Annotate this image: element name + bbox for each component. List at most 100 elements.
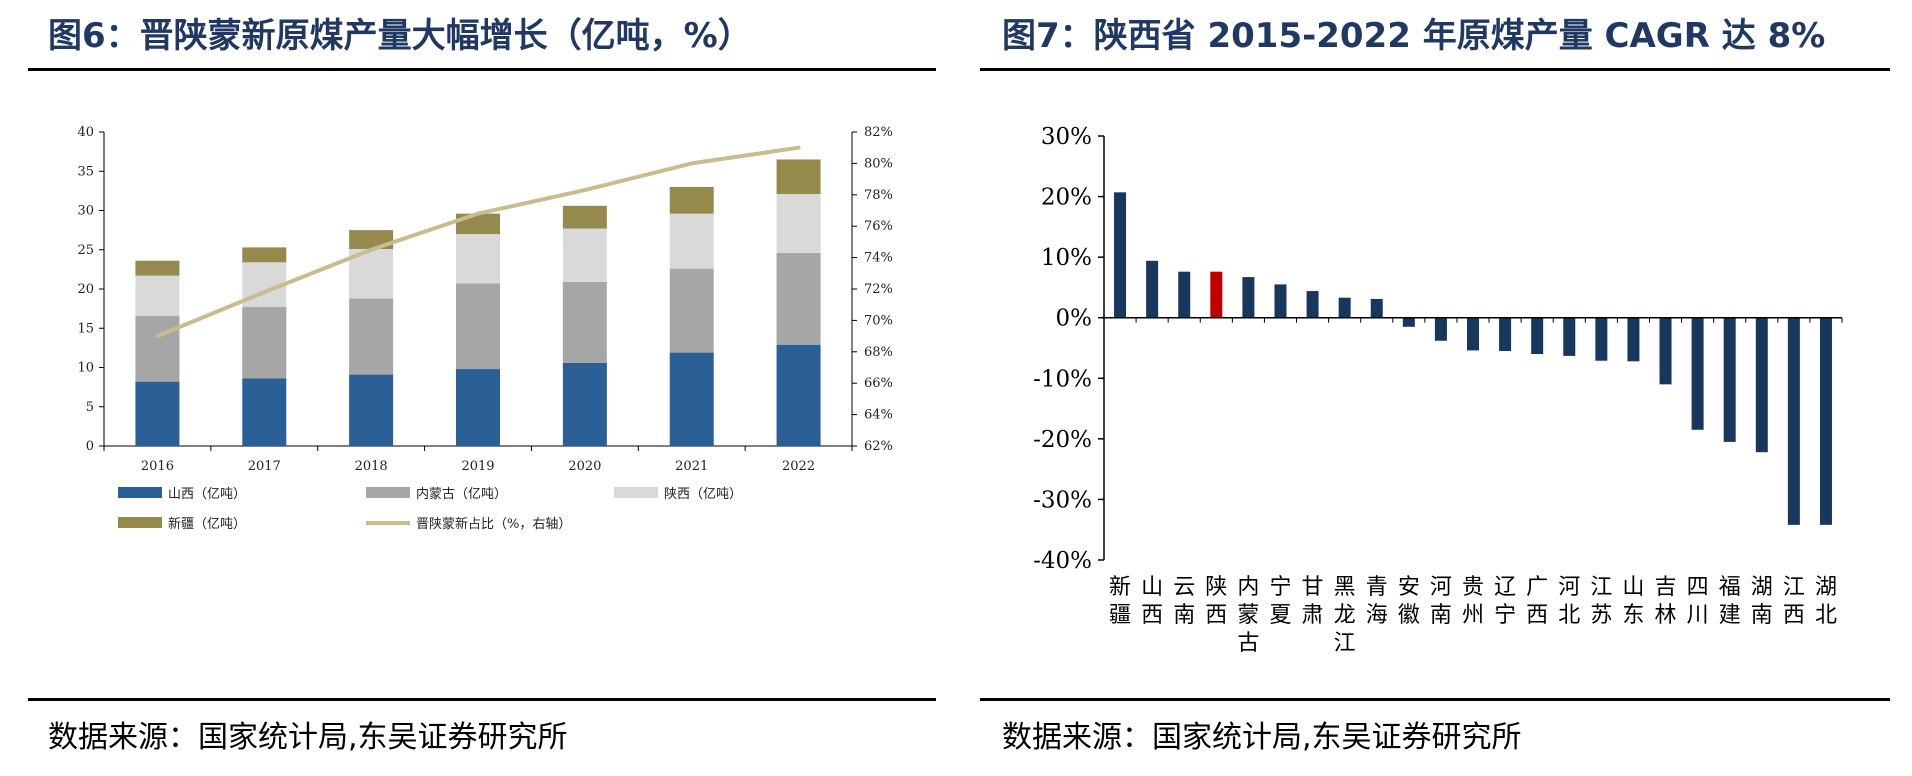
left-bar-shanxi bbox=[349, 374, 394, 446]
left-x-tick-label: 2017 bbox=[248, 459, 281, 474]
legend-xinjiang-label: 新疆（亿吨） bbox=[168, 516, 246, 532]
right-x-tick-label-char: 贵 bbox=[1462, 575, 1484, 600]
right-bar bbox=[1627, 317, 1640, 362]
left-y-tick-label: 5 bbox=[86, 400, 94, 415]
left-x-tick-label: 2022 bbox=[782, 459, 815, 474]
right-x-tick-label-char: 湖 bbox=[1751, 575, 1773, 600]
right-x-tick-label-char: 徽 bbox=[1398, 603, 1420, 628]
right-x-tick-label-char: 广 bbox=[1526, 575, 1548, 600]
left-y2-tick-label: 68% bbox=[864, 345, 893, 360]
right-x-tick-label-char: 山 bbox=[1622, 575, 1644, 600]
right-x-tick-label-char: 宁 bbox=[1269, 575, 1291, 600]
left-y2-tick-label: 66% bbox=[864, 376, 893, 391]
right-x-tick-label-char: 福 bbox=[1719, 575, 1741, 600]
right-x-tick-label-char: 西 bbox=[1141, 603, 1163, 628]
right-x-tick-label-char: 南 bbox=[1173, 603, 1195, 628]
right-x-tick-label-char: 甘 bbox=[1302, 575, 1324, 600]
left-y-tick-label: 30 bbox=[77, 204, 94, 219]
right-y-tick-label: 20% bbox=[1041, 185, 1092, 211]
right-x-tick-label-char: 南 bbox=[1430, 603, 1452, 628]
right-bar bbox=[1306, 291, 1319, 318]
left-y2-tick-label: 80% bbox=[864, 156, 893, 171]
left-y2-tick-label: 74% bbox=[864, 251, 893, 266]
left-bar-shanxi bbox=[776, 344, 821, 446]
right-y-tick-label: -20% bbox=[1033, 427, 1092, 453]
legend-neimenggu-swatch bbox=[366, 487, 410, 498]
right-x-tick-label-char: 河 bbox=[1558, 575, 1580, 600]
right-x-tick-label-char: 山 bbox=[1141, 575, 1163, 600]
left-y2-tick-label: 62% bbox=[864, 439, 893, 454]
left-bar-xinjiang bbox=[242, 247, 287, 263]
right-bar bbox=[1146, 260, 1159, 318]
legend-shaanxi-swatch bbox=[614, 487, 658, 498]
right-x-tick-label-char: 川 bbox=[1687, 603, 1709, 628]
left-bar-shanxi bbox=[669, 352, 714, 446]
right-bar bbox=[1755, 317, 1768, 453]
right-y-tick-label: 10% bbox=[1041, 245, 1092, 271]
left-bar-shanxi bbox=[135, 381, 180, 446]
right-bar bbox=[1402, 317, 1415, 327]
right-x-tick-label-char: 四 bbox=[1687, 575, 1709, 600]
left-bar-shanxi bbox=[242, 378, 287, 446]
right-bar bbox=[1531, 317, 1544, 355]
left-bar-neimenggu bbox=[349, 298, 394, 375]
right-x-tick-label-char: 古 bbox=[1237, 631, 1259, 656]
right-x-tick-label-char: 肃 bbox=[1302, 603, 1324, 628]
left-y2-tick-label: 64% bbox=[864, 408, 893, 423]
left-bar-neimenggu bbox=[669, 268, 714, 353]
left-y-tick-label: 15 bbox=[77, 321, 94, 336]
right-y-tick-label: -40% bbox=[1033, 548, 1092, 574]
left-y2-tick-label: 70% bbox=[864, 313, 893, 328]
left-bar-neimenggu bbox=[776, 252, 821, 345]
left-bar-shaanxi bbox=[135, 275, 180, 316]
right-x-tick-label-char: 夏 bbox=[1269, 603, 1291, 628]
left-bar-neimenggu bbox=[456, 283, 500, 370]
left-bar-shaanxi bbox=[456, 234, 500, 284]
right-bar bbox=[1499, 317, 1512, 352]
right-x-tick-label-char: 林 bbox=[1655, 603, 1677, 628]
right-x-tick-label-char: 河 bbox=[1430, 575, 1452, 600]
left-x-tick-label: 2018 bbox=[355, 459, 388, 474]
left-bar-xinjiang bbox=[456, 213, 500, 235]
right-bar bbox=[1178, 271, 1191, 318]
left-y-tick-label: 25 bbox=[77, 243, 94, 258]
left-y-tick-label: 10 bbox=[77, 361, 94, 376]
left-bar-neimenggu bbox=[135, 315, 180, 382]
left-bar-shaanxi bbox=[776, 194, 821, 253]
right-x-tick-label-char: 东 bbox=[1622, 603, 1644, 628]
right-title-rule bbox=[980, 68, 1890, 71]
left-x-tick-label: 2016 bbox=[141, 459, 174, 474]
left-title-rule bbox=[28, 68, 936, 71]
left-y-tick-label: 40 bbox=[77, 125, 94, 140]
right-x-tick-label-char: 西 bbox=[1783, 603, 1805, 628]
left-y-tick-label: 0 bbox=[86, 439, 94, 454]
left-figure-title: 图6：晋陕蒙新原煤产量大幅增长（亿吨，%） bbox=[48, 16, 752, 56]
left-x-tick-label: 2021 bbox=[675, 459, 708, 474]
right-bar bbox=[1467, 317, 1479, 351]
right-bar bbox=[1563, 317, 1576, 356]
left-bar-xinjiang bbox=[562, 205, 607, 229]
right-x-tick-label-char: 龙 bbox=[1334, 603, 1356, 628]
right-y-tick-label: 0% bbox=[1056, 306, 1093, 332]
right-x-tick-label-char: 宁 bbox=[1494, 603, 1516, 628]
right-x-tick-label-char: 西 bbox=[1526, 603, 1548, 628]
right-x-tick-label-char: 湖 bbox=[1815, 575, 1837, 600]
left-bar-shanxi bbox=[456, 369, 500, 446]
right-bar-chart: -40%-30%-20%-10%0%10%20%30%新疆山西云南陕西内蒙古宁夏… bbox=[1033, 124, 1843, 656]
legend-xinjiang-swatch bbox=[118, 517, 162, 528]
left-stacked-bar-chart: 0 5 10 15 20 25 30 35 40 62% 64% 66% 68% 70% 72% 74% 76%… bbox=[77, 125, 893, 532]
legend-shanxi-label: 山西（亿吨） bbox=[168, 487, 246, 502]
right-x-tick-label-char: 北 bbox=[1815, 603, 1837, 628]
left-bar-xinjiang bbox=[776, 159, 821, 195]
right-bar bbox=[1723, 317, 1736, 442]
right-x-tick-label-char: 青 bbox=[1366, 575, 1388, 600]
right-bar bbox=[1819, 317, 1832, 525]
left-y-tick-label: 35 bbox=[77, 164, 94, 179]
right-y-tick-label: -10% bbox=[1033, 366, 1092, 392]
legend-share-label: 晋陕蒙新占比（%，右轴） bbox=[416, 516, 571, 532]
left-y2-tick-label: 72% bbox=[864, 282, 893, 297]
left-bar-neimenggu bbox=[242, 307, 287, 379]
right-x-tick-label-char: 吉 bbox=[1655, 575, 1677, 600]
left-y2-tick-label: 78% bbox=[864, 188, 893, 203]
left-bar-xinjiang bbox=[669, 186, 714, 214]
